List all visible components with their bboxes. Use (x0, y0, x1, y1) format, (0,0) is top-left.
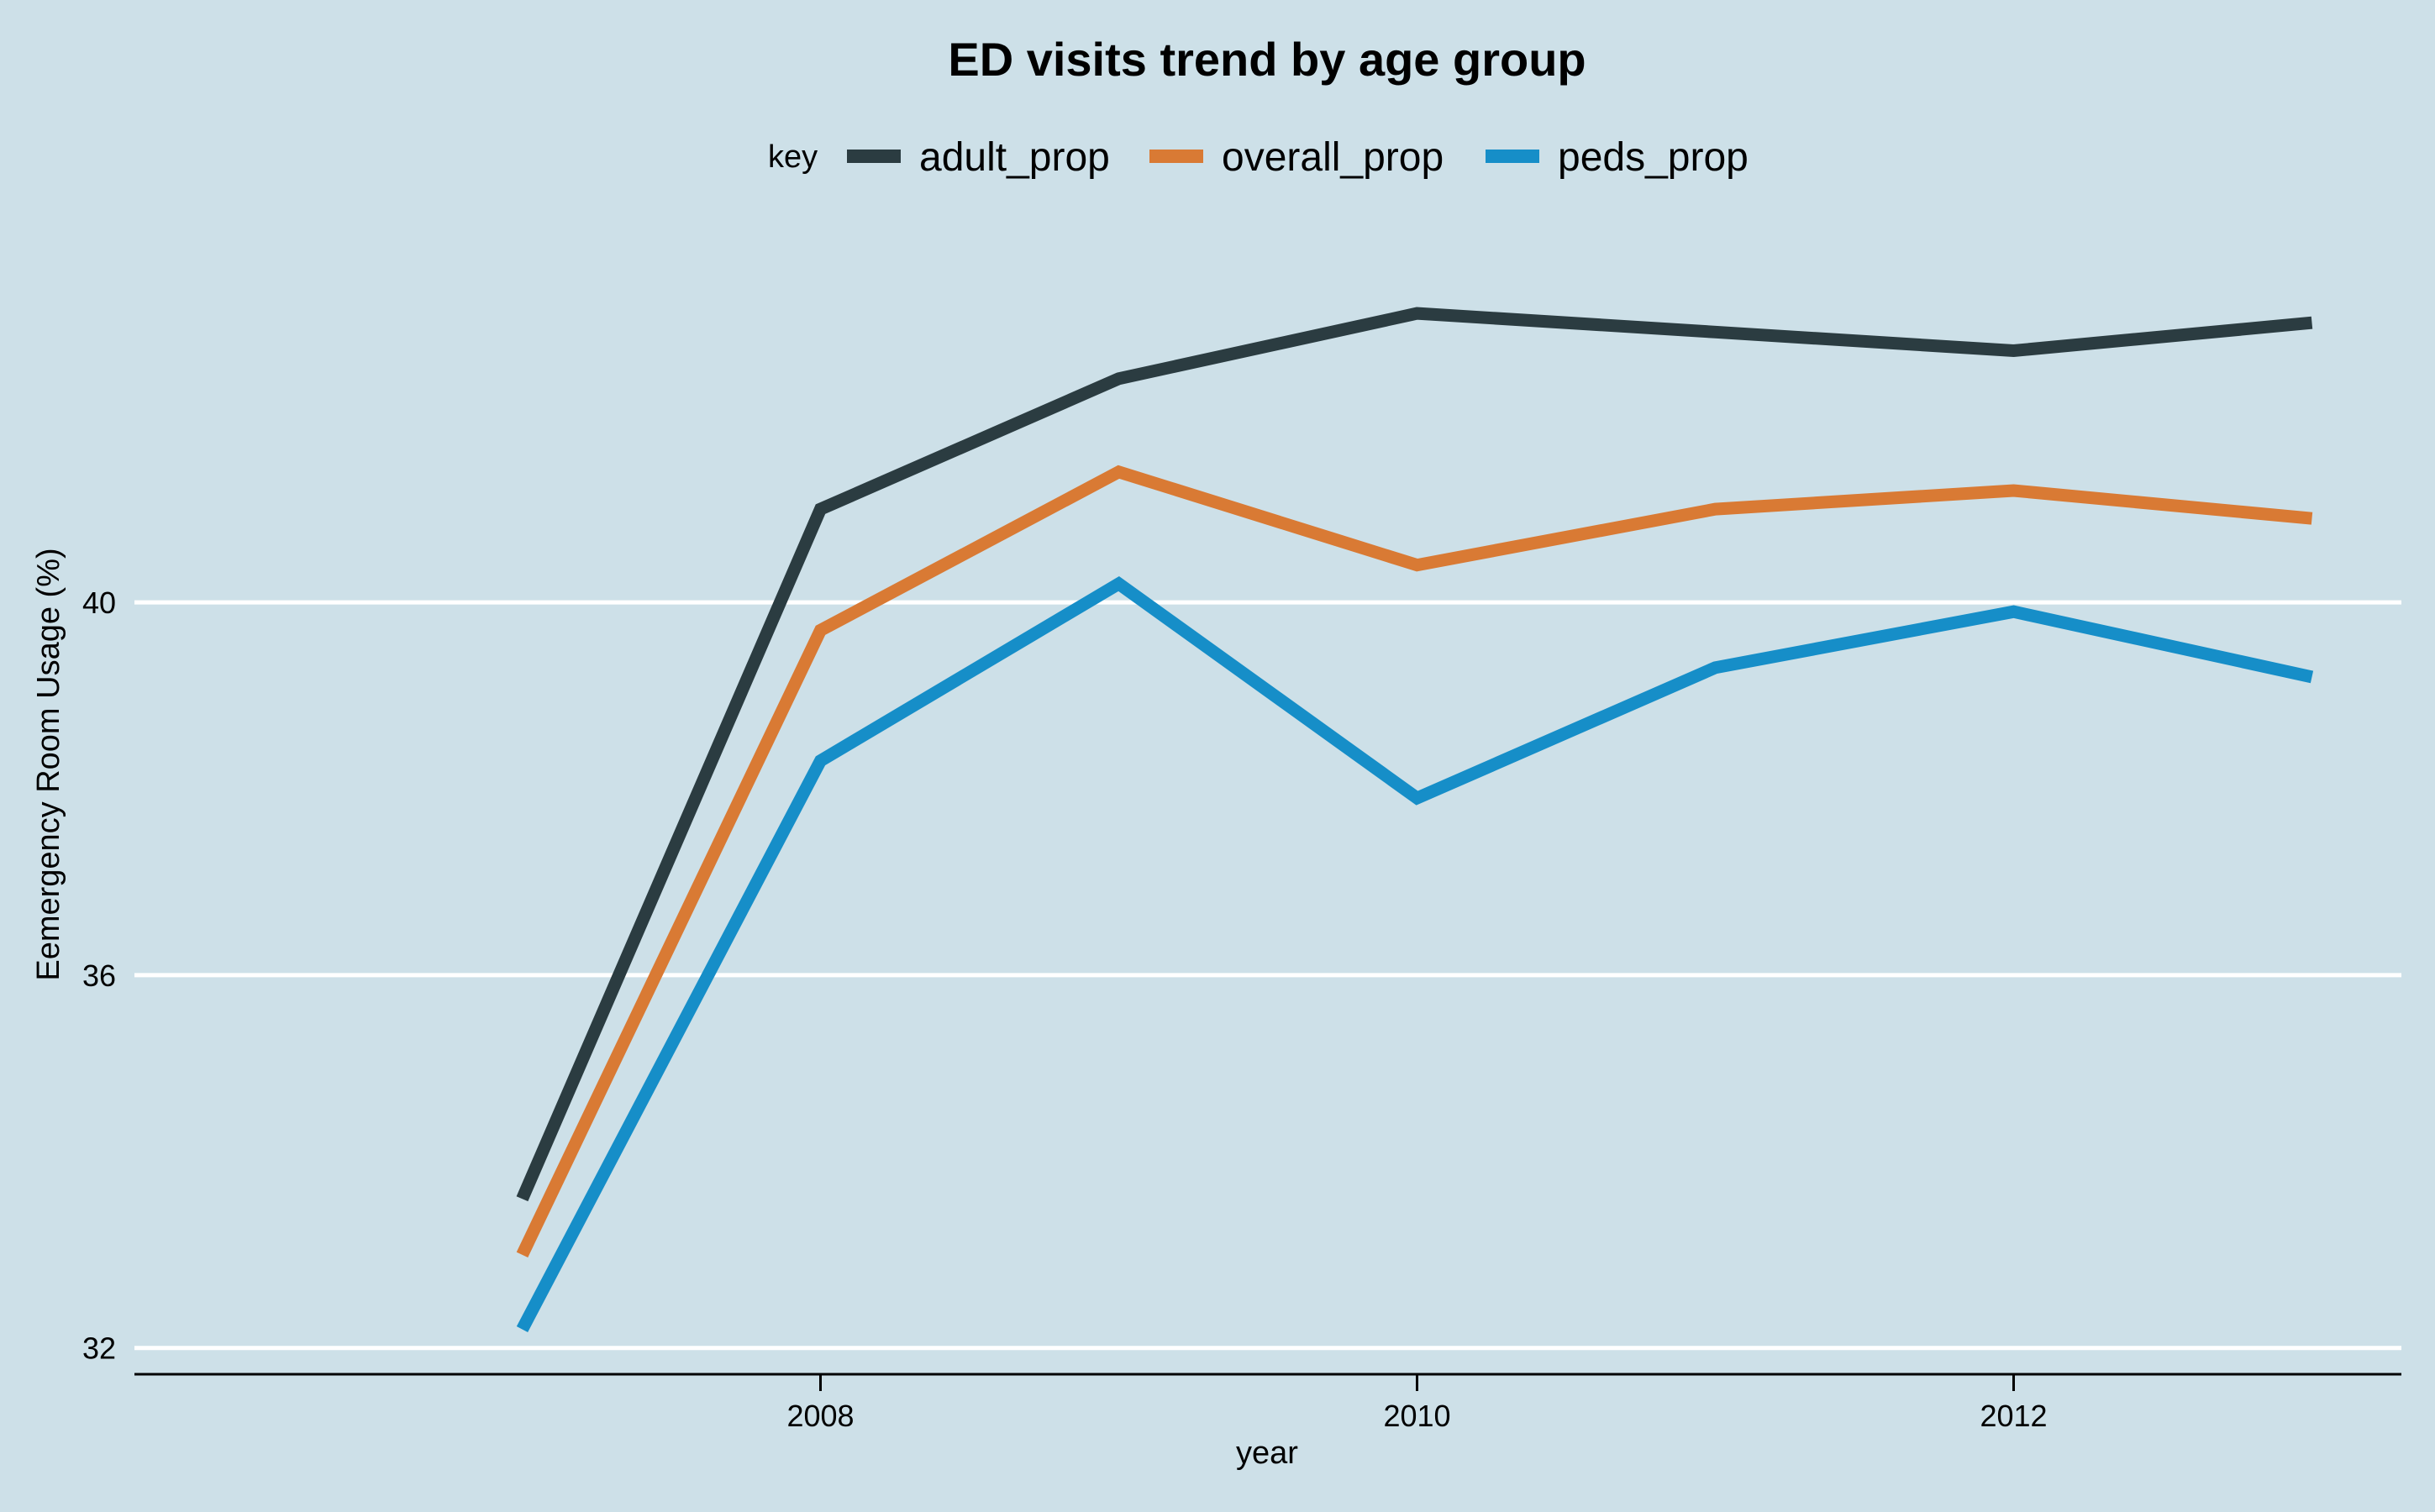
legend: key adult_prop overall_prop peds_prop (768, 135, 1749, 180)
legend-label-overall-prop: overall_prop (1222, 135, 1444, 180)
legend-label-peds-prop: peds_prop (1558, 135, 1749, 180)
series-layer (516, 307, 2314, 1332)
chart-title: ED visits trend by age group (948, 33, 1586, 86)
gridlines (134, 600, 2401, 1351)
x-tick-label-2010: 2010 (1383, 1399, 1450, 1433)
y-axis-label: Eemergency Room Usage (%) (31, 548, 66, 980)
legend-title: key (768, 139, 818, 175)
y-tick-label-32: 32 (82, 1331, 116, 1366)
y-axis: 32 36 40 (82, 585, 116, 1366)
x-tick-label-2008: 2008 (786, 1399, 854, 1433)
series-line-peds-prop (516, 575, 2314, 1332)
legend-label-adult-prop: adult_prop (919, 135, 1110, 180)
x-axis-label: year (1236, 1436, 1298, 1471)
y-tick-label-36: 36 (82, 958, 116, 993)
series-line-overall-prop (516, 465, 2313, 1258)
x-tick-label-2012: 2012 (1980, 1399, 2047, 1433)
x-axis: 2008 2010 2012 (134, 1373, 2401, 1433)
y-tick-label-40: 40 (82, 585, 116, 620)
series-line-adult-prop (516, 307, 2313, 1202)
